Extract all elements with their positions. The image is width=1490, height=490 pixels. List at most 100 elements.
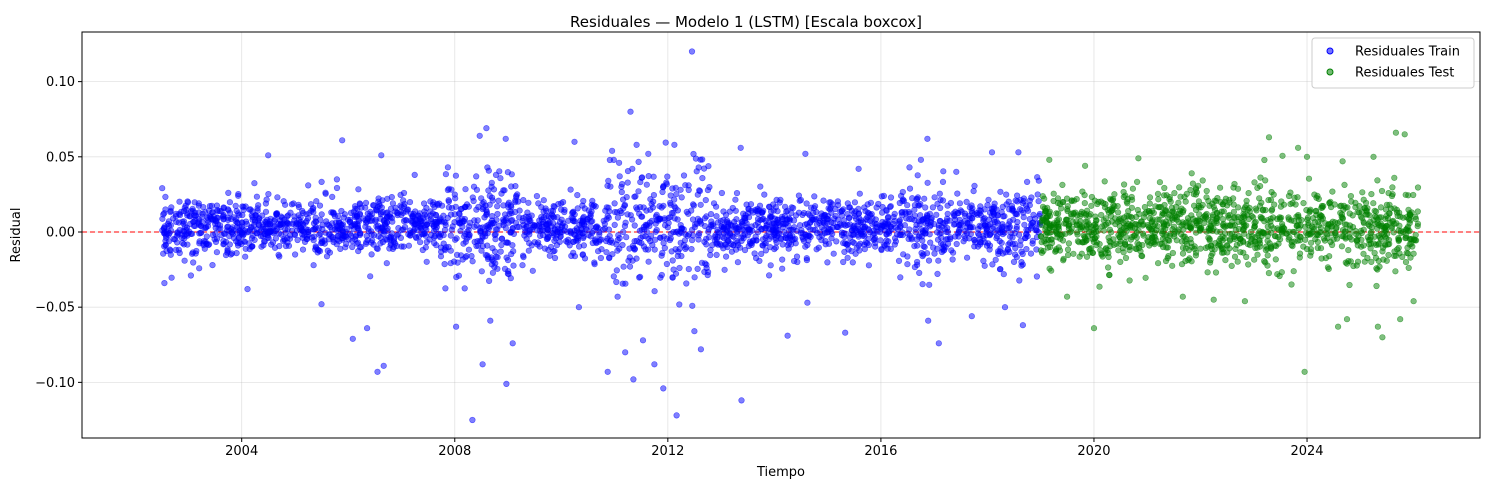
train-point xyxy=(432,211,439,219)
test-point xyxy=(1187,236,1194,243)
train-point xyxy=(271,223,278,230)
train-point xyxy=(400,226,407,233)
train-point xyxy=(879,204,886,211)
train-point xyxy=(844,241,851,248)
train-point xyxy=(718,223,725,230)
train-point xyxy=(690,150,697,158)
train-point xyxy=(704,272,711,279)
train-point xyxy=(222,238,230,245)
test-point xyxy=(1414,223,1421,230)
train-point xyxy=(802,150,809,157)
train-point xyxy=(757,183,764,190)
test-point xyxy=(1231,253,1239,260)
train-point xyxy=(299,246,307,253)
train-point xyxy=(514,191,521,198)
train-point xyxy=(195,202,202,209)
test-point xyxy=(1161,184,1168,192)
test-point xyxy=(1267,196,1275,203)
test-point xyxy=(1275,240,1282,247)
train-point xyxy=(570,208,577,215)
train-point xyxy=(759,242,766,249)
test-point xyxy=(1177,211,1184,218)
train-point xyxy=(431,203,438,211)
train-point xyxy=(728,248,736,255)
train-point xyxy=(603,249,610,256)
test-point xyxy=(1225,214,1232,221)
train-point xyxy=(561,223,569,230)
train-point xyxy=(877,237,884,244)
train-point xyxy=(776,199,783,206)
train-point xyxy=(403,208,410,215)
test-point xyxy=(1404,244,1411,251)
train-point xyxy=(411,171,418,178)
train-point xyxy=(364,210,371,217)
train-point xyxy=(664,173,671,180)
train-point xyxy=(373,207,381,214)
train-point xyxy=(645,173,652,180)
test-point xyxy=(1241,212,1248,219)
test-point xyxy=(1120,230,1127,237)
train-point xyxy=(329,220,336,227)
train-point xyxy=(1023,246,1030,253)
train-point xyxy=(293,227,301,234)
train-point xyxy=(507,229,514,236)
train-point xyxy=(554,214,561,221)
test-point xyxy=(1046,229,1053,236)
train-point xyxy=(318,178,325,185)
test-point xyxy=(1054,210,1062,217)
train-point xyxy=(558,200,565,207)
test-point xyxy=(1339,227,1347,234)
train-point xyxy=(857,217,865,224)
train-point xyxy=(440,218,448,225)
train-point xyxy=(525,247,532,254)
train-point xyxy=(354,205,361,212)
train-point xyxy=(454,251,461,258)
train-point xyxy=(707,252,714,259)
train-point xyxy=(653,226,660,234)
train-point xyxy=(326,249,334,256)
train-point xyxy=(661,244,668,252)
train-point xyxy=(386,234,393,241)
train-point xyxy=(828,235,835,242)
train-point xyxy=(691,274,698,281)
train-point xyxy=(637,179,644,186)
train-point xyxy=(875,200,882,208)
train-point xyxy=(333,176,341,183)
test-point xyxy=(1106,271,1113,279)
test-point xyxy=(1374,323,1381,330)
train-point xyxy=(471,238,478,245)
test-point xyxy=(1303,153,1311,160)
test-point xyxy=(1077,210,1085,217)
train-point xyxy=(965,235,973,242)
train-point xyxy=(323,218,330,225)
train-point xyxy=(694,265,701,273)
test-point xyxy=(1217,242,1224,249)
test-point xyxy=(1264,252,1271,259)
test-point xyxy=(1037,233,1045,240)
train-point xyxy=(495,197,502,204)
train-point xyxy=(805,237,812,244)
train-point xyxy=(1017,237,1024,244)
test-point xyxy=(1186,255,1193,262)
train-point xyxy=(816,234,823,241)
train-point xyxy=(969,205,976,212)
train-point xyxy=(535,200,542,207)
test-point xyxy=(1073,196,1080,203)
train-point xyxy=(484,242,491,249)
train-point xyxy=(918,226,925,233)
train-point xyxy=(449,223,456,230)
test-point xyxy=(1067,228,1075,235)
train-point xyxy=(975,232,983,239)
train-point xyxy=(1001,304,1009,311)
train-point xyxy=(1009,207,1016,214)
test-point xyxy=(1404,225,1411,232)
test-point xyxy=(1280,201,1288,208)
train-point xyxy=(678,194,685,201)
test-point xyxy=(1154,223,1161,230)
train-point xyxy=(1013,211,1021,218)
train-point xyxy=(913,196,920,203)
train-point xyxy=(783,216,790,223)
train-point xyxy=(601,225,609,232)
train-point xyxy=(785,240,793,247)
train-point xyxy=(1003,201,1010,208)
